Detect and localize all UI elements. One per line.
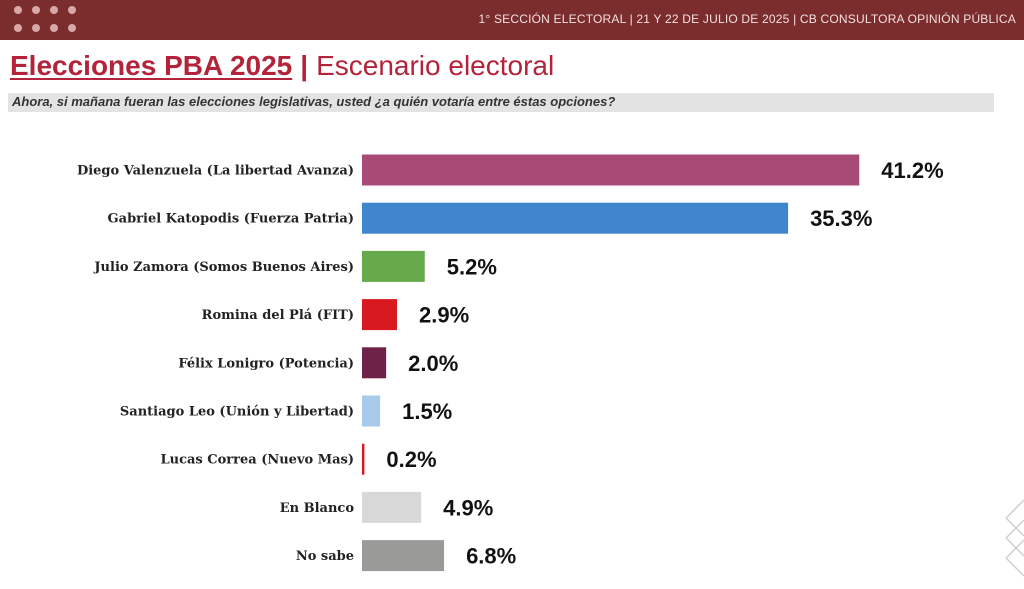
decorative-dots-icon bbox=[10, 2, 80, 38]
page-title: Elecciones PBA 2025 | Escenario electoral bbox=[10, 48, 554, 84]
category-label: Diego Valenzuela (La libertad Avanza) bbox=[77, 164, 354, 179]
category-label: Julio Zamora (Somos Buenos Aires) bbox=[93, 260, 354, 275]
category-label: Félix Lonigro (Potencia) bbox=[178, 356, 354, 371]
value-label: 41.2% bbox=[881, 158, 943, 183]
value-label: 4.9% bbox=[443, 495, 493, 520]
value-label: 35.3% bbox=[810, 206, 872, 231]
category-label: No sabe bbox=[296, 549, 354, 564]
question-bar: Ahora, si mañana fueran las elecciones l… bbox=[8, 93, 994, 112]
value-label: 2.9% bbox=[419, 303, 469, 328]
header-bar: 1° SECCIÓN ELECTORAL | 21 Y 22 DE JULIO … bbox=[0, 0, 1024, 40]
bar bbox=[362, 540, 445, 572]
bar bbox=[362, 154, 860, 186]
category-label: Lucas Correa (Nuevo Mas) bbox=[160, 453, 354, 468]
category-label: En Blanco bbox=[280, 501, 355, 516]
value-label: 1.5% bbox=[402, 399, 452, 424]
value-label: 6.8% bbox=[466, 544, 516, 569]
bar bbox=[362, 491, 422, 523]
header-text: 1° SECCIÓN ELECTORAL | 21 Y 22 DE JULIO … bbox=[478, 12, 1016, 26]
bar bbox=[362, 395, 381, 427]
bar bbox=[362, 299, 398, 331]
question-text: Ahora, si mañana fueran las elecciones l… bbox=[12, 94, 616, 109]
category-label: Romina del Plá (FIT) bbox=[202, 308, 354, 323]
value-label: 2.0% bbox=[408, 351, 458, 376]
title-separator: | bbox=[300, 50, 309, 81]
title-subtitle: Escenario electoral bbox=[316, 50, 555, 81]
category-label: Gabriel Katopodis (Fuerza Patria) bbox=[108, 212, 354, 227]
value-label: 5.2% bbox=[447, 254, 497, 279]
category-label: Santiago Leo (Unión y Libertad) bbox=[120, 405, 354, 420]
decorative-chevrons-icon bbox=[1004, 499, 1024, 577]
bar bbox=[362, 202, 789, 234]
title-main: Elecciones PBA 2025 bbox=[10, 50, 293, 81]
bar bbox=[362, 443, 365, 475]
bar bbox=[362, 250, 425, 282]
value-label: 0.2% bbox=[386, 447, 436, 472]
bar bbox=[362, 347, 387, 379]
